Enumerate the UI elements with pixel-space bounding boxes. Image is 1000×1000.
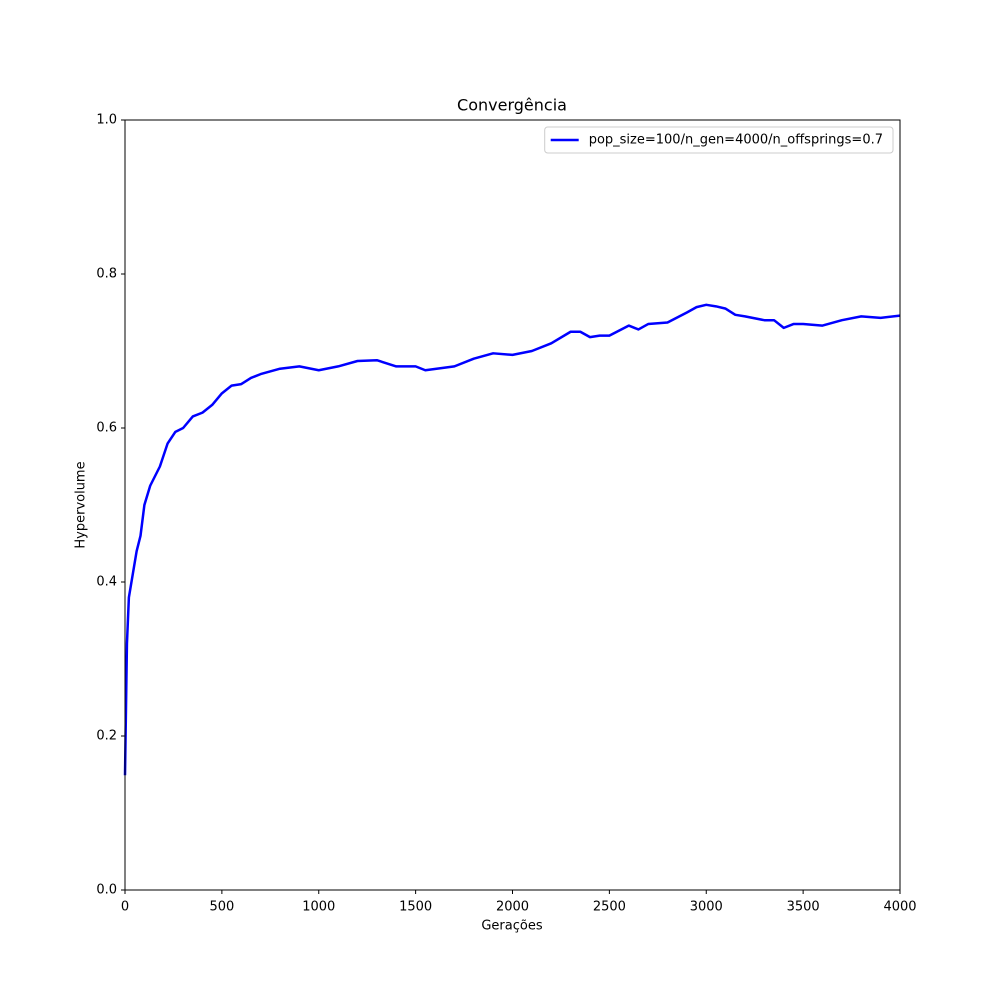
x-tick-label: 0 [121,900,129,915]
y-tick-label: 0.0 [96,883,117,898]
x-tick-label: 1000 [302,900,335,915]
legend-label: pop_size=100/n_gen=4000/n_offsprings=0.7 [589,133,883,148]
x-tick-label: 500 [209,900,234,915]
data-line [123,303,901,776]
x-tick-label: 3500 [787,900,820,915]
x-tick-label: 4000 [883,900,916,915]
x-tick-label: 2000 [496,900,529,915]
x-axis-label: Gerações [481,919,542,934]
y-tick-label: 0.8 [96,267,117,282]
y-axis-label: Hypervolume [74,461,89,548]
y-tick-label: 0.6 [96,421,117,436]
y-tick-label: 0.4 [96,575,117,590]
y-tick-label: 0.2 [96,729,117,744]
legend-box [544,126,894,154]
chart-title: Convergência [457,96,567,115]
y-tick-label: 1.0 [96,113,117,128]
x-tick-label: 1500 [399,900,432,915]
x-tick-label: 3000 [690,900,723,915]
plot-frame [124,119,901,891]
x-tick-label: 2500 [593,900,626,915]
